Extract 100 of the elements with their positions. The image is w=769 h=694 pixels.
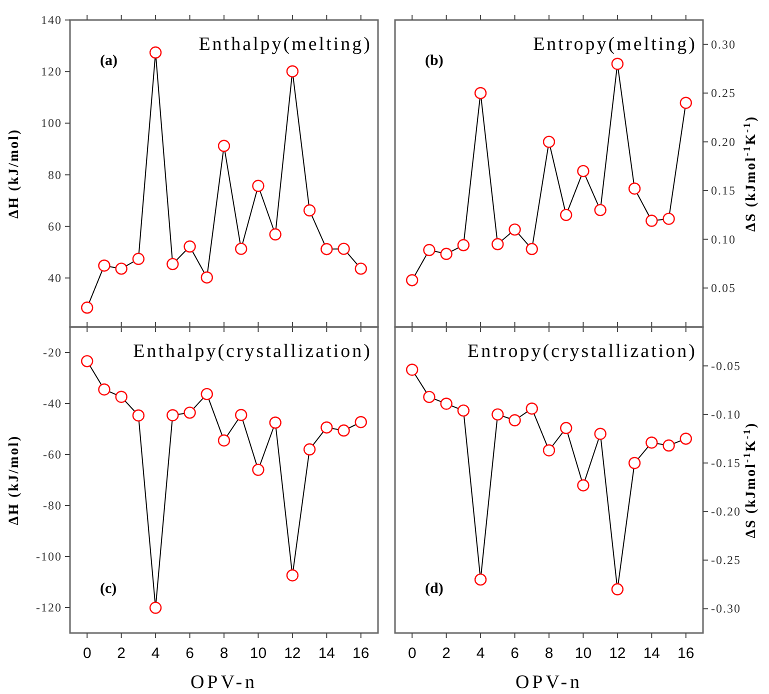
point	[662, 439, 675, 452]
x-tick-label: 12	[284, 645, 301, 662]
point	[423, 244, 436, 256]
point	[286, 569, 299, 582]
point	[98, 383, 110, 396]
y-tick-label: 0.10	[711, 232, 736, 246]
point	[354, 262, 367, 275]
point	[440, 398, 452, 410]
y-tick-label: 80	[48, 168, 62, 182]
y-tick-label: 100	[41, 116, 62, 130]
point	[252, 464, 264, 476]
point	[662, 212, 675, 225]
y-tick-label: 0.25	[711, 86, 736, 100]
point	[200, 388, 213, 400]
point	[680, 432, 692, 445]
point	[218, 140, 230, 152]
x-tick-label: 10	[250, 645, 267, 662]
point	[474, 573, 487, 586]
point	[115, 390, 128, 403]
point	[474, 86, 487, 100]
point	[132, 252, 145, 265]
point	[338, 242, 350, 255]
annotation: (a)	[100, 53, 118, 69]
point	[508, 414, 521, 426]
point	[184, 240, 196, 253]
x-tick-label: 4	[476, 645, 485, 662]
point	[526, 242, 538, 256]
point	[149, 46, 162, 59]
point	[338, 424, 350, 437]
point	[200, 271, 213, 284]
point	[303, 443, 316, 456]
point	[628, 182, 641, 195]
y-tick-label: 60	[48, 219, 62, 234]
x-tick-label: 14	[318, 645, 336, 662]
point	[149, 602, 162, 614]
y-tick-label: -80	[43, 498, 62, 512]
y-tick-label: -0.15	[711, 456, 741, 470]
point	[560, 208, 572, 222]
annotation: (c)	[100, 581, 117, 597]
y-tick-label: -20	[43, 346, 62, 360]
x-axis-title: OPV-n	[515, 672, 583, 693]
y-tick-label: 120	[41, 64, 62, 79]
y-tick-label: 40	[48, 270, 62, 285]
point	[594, 204, 606, 216]
text: Entropy(melting)	[533, 34, 697, 55]
y-tick-label: -120	[36, 600, 62, 614]
point	[303, 204, 316, 216]
y-axis-title: ΔH (kJ/mol)	[7, 434, 22, 526]
point	[577, 479, 590, 492]
point	[115, 262, 128, 275]
y-tick-label: -60	[43, 448, 62, 462]
point	[269, 228, 282, 240]
y-axis-title: ΔH (kJ/mol)	[7, 128, 22, 219]
point	[406, 274, 418, 286]
x-tick-label: 6	[186, 645, 194, 662]
point	[611, 583, 624, 596]
x-tick-label: 16	[352, 645, 370, 662]
point	[235, 242, 248, 255]
point	[166, 258, 179, 270]
point	[286, 65, 299, 78]
y-tick-label: -0.30	[711, 602, 741, 616]
point	[81, 355, 94, 368]
point	[526, 402, 538, 415]
point	[577, 164, 590, 178]
point	[492, 408, 504, 421]
y-tick-label: 0.15	[711, 184, 736, 198]
annotation: (d)	[425, 581, 444, 597]
point	[646, 436, 658, 449]
point	[492, 238, 504, 250]
annotation: (b)	[425, 53, 444, 69]
y-tick-label: -0.10	[711, 407, 741, 422]
point	[320, 242, 333, 256]
point	[423, 390, 436, 404]
point	[594, 428, 606, 440]
x-tick-label: 6	[510, 645, 519, 662]
point	[457, 239, 470, 252]
x-tick-label: 0	[408, 645, 416, 662]
y-tick-label: -100	[36, 550, 62, 564]
point	[218, 434, 230, 447]
text: Entropy(crystallization)	[468, 341, 697, 362]
point	[354, 416, 367, 428]
point	[680, 96, 692, 109]
x-tick-label: 4	[151, 645, 160, 662]
x-tick-label: 2	[117, 645, 126, 662]
x-tick-label: 16	[678, 645, 694, 662]
x-axis-title: OPV-n	[190, 672, 258, 693]
y-tick-label: -0.20	[711, 504, 741, 519]
text: Enthalpy(crystallization)	[133, 341, 372, 362]
point	[560, 422, 572, 434]
point	[132, 409, 145, 422]
point	[252, 180, 264, 192]
x-tick-label: 8	[544, 645, 554, 662]
text: Enthalpy(melting)	[198, 34, 372, 55]
point	[611, 58, 624, 70]
point	[320, 421, 333, 434]
point	[235, 408, 248, 422]
x-tick-label: 2	[442, 645, 451, 662]
point	[542, 444, 556, 456]
point	[440, 248, 452, 260]
y-tick-label: 0.05	[711, 281, 736, 296]
